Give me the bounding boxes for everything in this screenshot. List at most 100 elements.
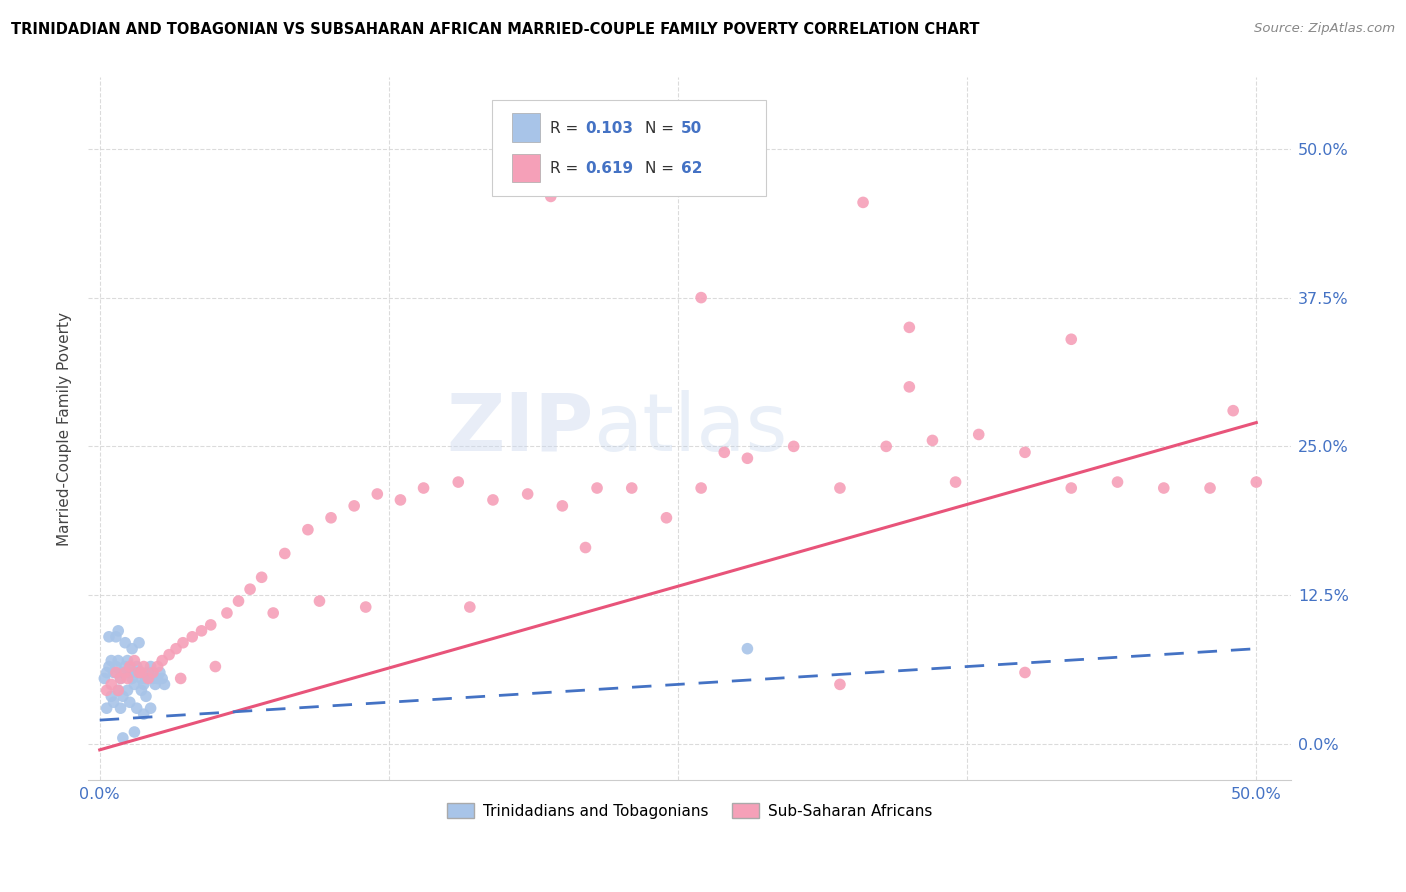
Point [118,665,141,680]
Point [96,683,118,698]
Point [782,439,804,453]
Point [540,189,562,203]
Point [132,677,155,691]
Point [146,672,169,686]
Point [142,672,165,686]
Point [921,434,943,448]
Point [136,665,159,680]
Point [121,672,143,686]
Point [1014,445,1036,459]
Point [139,701,162,715]
Point [100,654,122,668]
Point [389,492,412,507]
Point [132,659,155,673]
Point [124,677,146,691]
Point [114,659,136,673]
Point [172,636,194,650]
Point [737,451,759,466]
Point [319,510,342,524]
Point [458,600,481,615]
Point [153,677,176,691]
Point [104,659,127,673]
Point [215,606,238,620]
Point [110,672,132,686]
Point [114,665,136,680]
Point [114,636,136,650]
Point [131,683,153,698]
Point [111,690,134,704]
Point [1222,403,1244,417]
Text: R =: R = [550,161,583,176]
Point [239,582,262,597]
Point [150,672,173,686]
Point [620,481,643,495]
Point [274,546,297,560]
Point [655,510,678,524]
Point [898,320,921,334]
Point [135,690,157,704]
Point [103,665,125,680]
Text: R =: R = [550,121,583,136]
Point [117,683,139,698]
Point [1060,481,1083,495]
Text: N =: N = [645,121,679,136]
Point [190,624,212,638]
Point [149,665,172,680]
Point [945,475,967,489]
Point [128,636,150,650]
Point [131,672,153,686]
Point [366,487,388,501]
Point [250,570,273,584]
Text: atlas: atlas [593,390,787,467]
Point [898,380,921,394]
Point [125,659,148,673]
Point [93,672,115,686]
Text: N =: N = [645,161,679,176]
Point [132,707,155,722]
Text: 62: 62 [681,161,702,176]
Point [110,672,132,686]
Point [107,654,129,668]
Point [146,659,169,673]
Point [551,499,574,513]
Y-axis label: Married-Couple Family Poverty: Married-Couple Family Poverty [58,311,72,546]
Point [574,541,596,555]
Text: TRINIDADIAN AND TOBAGONIAN VS SUBSAHARAN AFRICAN MARRIED-COUPLE FAMILY POVERTY C: TRINIDADIAN AND TOBAGONIAN VS SUBSAHARAN… [11,22,980,37]
Point [100,677,122,691]
Point [118,695,141,709]
Point [713,445,735,459]
Point [135,672,157,686]
Point [1107,475,1129,489]
Point [1014,665,1036,680]
Point [111,665,134,680]
Point [412,481,434,495]
Text: Source: ZipAtlas.com: Source: ZipAtlas.com [1254,22,1395,36]
Point [111,731,134,745]
Point [200,618,222,632]
Point [98,630,121,644]
Point [104,665,127,680]
Point [143,677,166,691]
Point [131,665,153,680]
Point [107,683,129,698]
Point [1199,481,1222,495]
Point [170,672,193,686]
Point [100,690,122,704]
Point [124,654,146,668]
Text: 50: 50 [681,121,702,136]
Point [1246,475,1268,489]
Point [516,487,538,501]
Point [737,641,759,656]
Point [586,481,609,495]
Point [103,695,125,709]
Point [297,523,319,537]
Point [828,677,851,691]
Point [157,648,180,662]
Point [165,641,187,656]
Point [142,665,165,680]
Point [343,499,366,513]
Point [482,492,505,507]
Text: 0.103: 0.103 [585,121,633,136]
Point [128,665,150,680]
Point [117,654,139,668]
